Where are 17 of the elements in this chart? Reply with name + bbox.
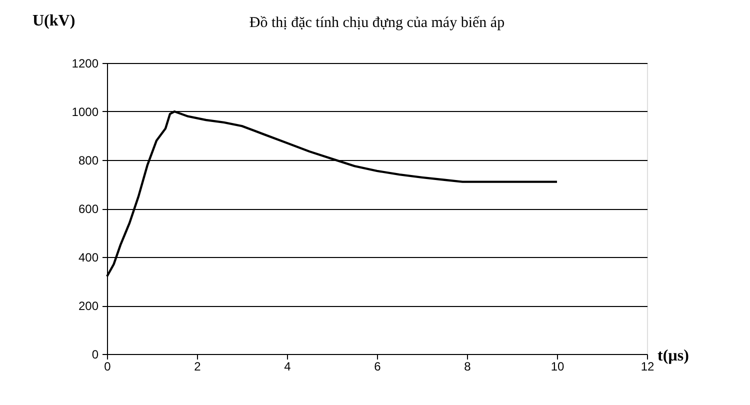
y-tick-label: 600 <box>78 202 99 216</box>
x-tick-label: 10 <box>550 360 564 374</box>
y-tick-label: 1000 <box>72 105 99 119</box>
x-tick-label: 0 <box>104 360 112 374</box>
y-tick-label: 800 <box>78 154 99 168</box>
y-axis-title: U(kV) <box>32 12 76 30</box>
x-tick-label: 12 <box>640 360 654 374</box>
x-tick-label: 6 <box>374 360 382 374</box>
y-tick-label: 0 <box>92 348 99 362</box>
x-tick-label: 4 <box>284 360 292 374</box>
y-tick-label: 200 <box>78 299 99 313</box>
y-tick-label: 1200 <box>72 56 99 70</box>
x-tick-label: 8 <box>464 360 472 374</box>
x-axis-title: t(µs) <box>658 348 689 364</box>
y-tick-label: 400 <box>78 250 99 264</box>
chart-title: Đồ thị đặc tính chịu đựng của máy biến áp <box>249 15 505 31</box>
x-tick-label: 2 <box>194 360 202 374</box>
